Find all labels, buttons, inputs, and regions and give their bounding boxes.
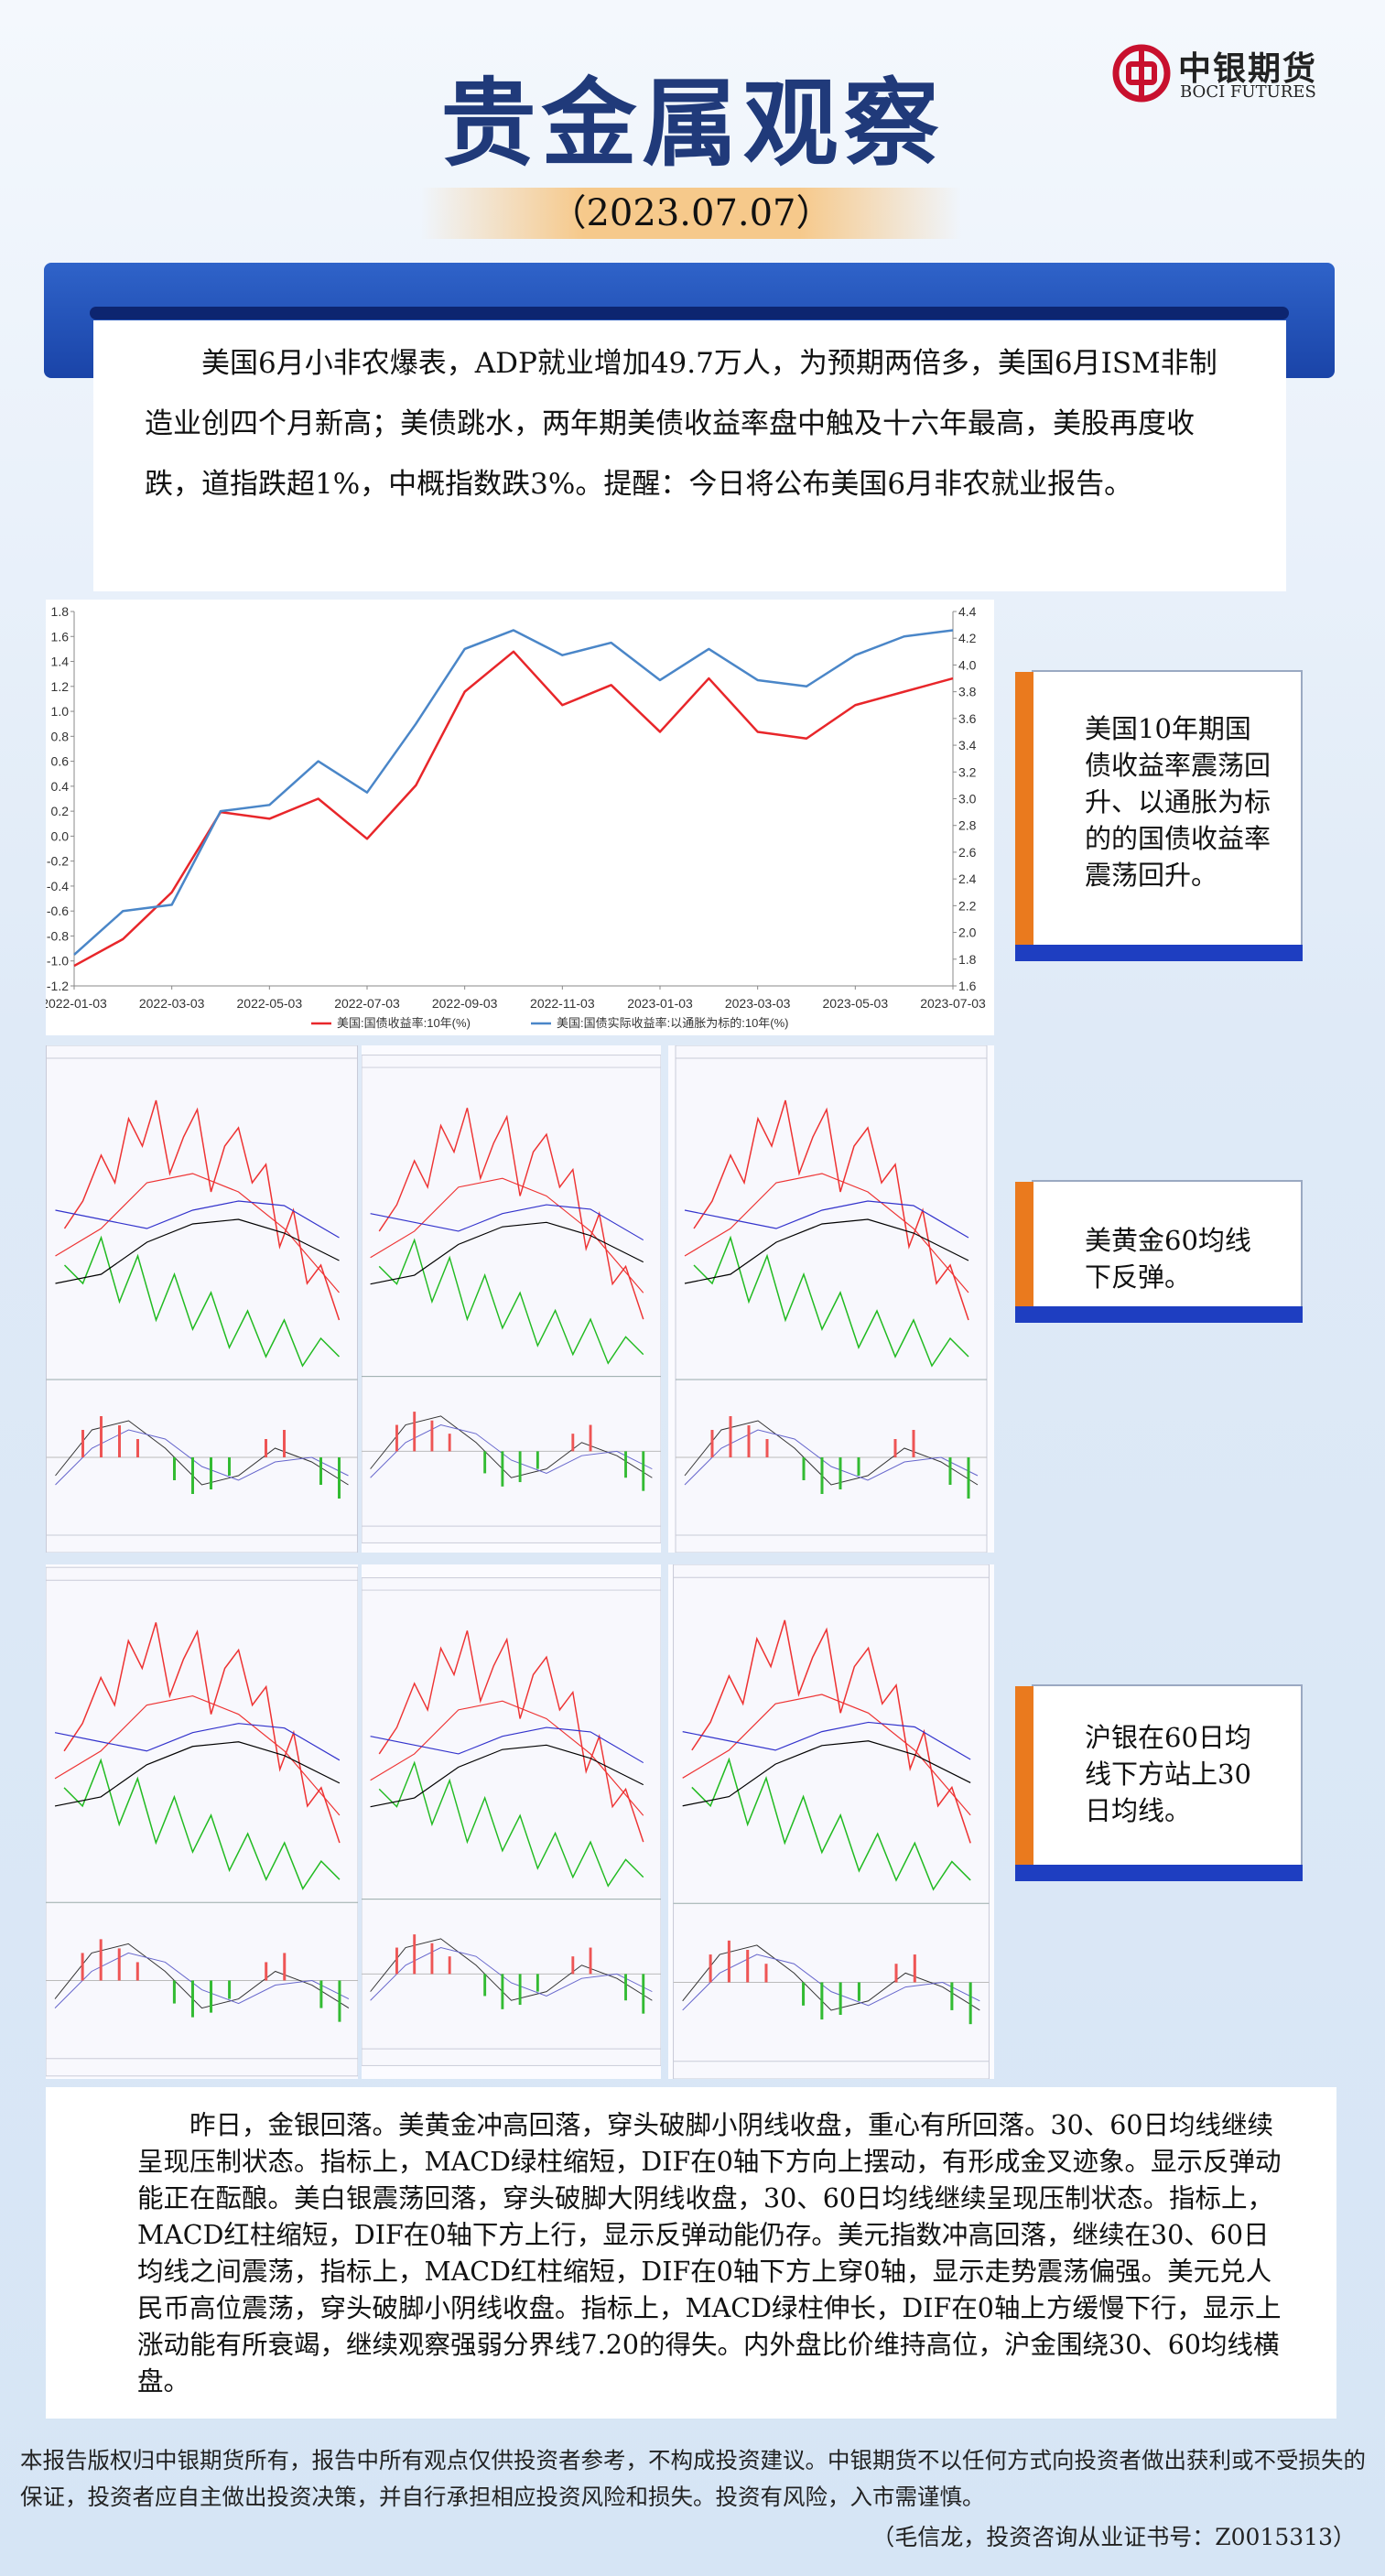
yield-chart: -1.2 -1.0 -0.8 -0.6 -0.4 -0.2 0.0 0.2 0.4 0.6 0.8 1… — [46, 600, 994, 1035]
x-tick-label: 2022-01-03 — [46, 996, 107, 1011]
y2-tick-label: 3.6 — [958, 711, 977, 726]
y2-tick-label: 2.2 — [958, 898, 977, 913]
x-tick-label: 2022-09-03 — [432, 996, 498, 1011]
y2-tick-label: 1.8 — [958, 952, 977, 967]
y-tick-label: -0.2 — [47, 854, 69, 869]
series-line — [73, 650, 954, 968]
y2-tick-label: 2.6 — [958, 845, 977, 860]
y2-tick-label: 2.8 — [958, 818, 977, 833]
logo-en: BOCI FUTURES — [1180, 82, 1316, 102]
callout: 美黄金60均线下反弹。 — [1015, 1180, 1303, 1323]
callout-text: 美国10年期国债收益率震荡回升、以通胀为标的的国债收益率震荡回升。 — [1085, 713, 1271, 891]
callout-text: 美黄金60均线下反弹。 — [1085, 1225, 1251, 1293]
price-panel — [362, 1045, 661, 1553]
x-tick-label: 2022-07-03 — [334, 996, 400, 1011]
callout: 美国10年期国债收益率震荡回升、以通胀为标的的国债收益率震荡回升。 — [1015, 670, 1303, 961]
x-tick-label: 2023-01-03 — [627, 996, 693, 1011]
legend-label: 美国:国债实际收益率:以通胀为标的:10年(%) — [557, 1016, 789, 1030]
price-panel — [668, 1045, 994, 1553]
price-panel — [46, 1564, 358, 2079]
y2-tick-label: 3.8 — [958, 685, 977, 699]
y-tick-label: -1.0 — [47, 954, 69, 969]
y-tick-label: -0.6 — [47, 904, 69, 918]
x-tick-label: 2022-05-03 — [237, 996, 303, 1011]
x-tick-label: 2023-03-03 — [725, 996, 791, 1011]
y-tick-label: 0.2 — [51, 804, 70, 818]
y-tick-label: 1.8 — [51, 604, 70, 619]
y-tick-label: 1.0 — [51, 704, 70, 719]
y2-tick-label: 1.6 — [958, 979, 977, 993]
y2-tick-label: 4.0 — [958, 657, 977, 672]
y2-tick-label: 3.2 — [958, 764, 977, 779]
price-panel — [668, 1564, 994, 2079]
analysis: 昨日，金银回落。美黄金冲高回落，穿头破脚小阴线收盘，重心有所回落。30、60日均… — [46, 2087, 1336, 2419]
y-tick-label: 0.4 — [51, 779, 70, 794]
y2-tick-label: 3.4 — [958, 738, 977, 752]
y2-tick-label: 4.4 — [958, 604, 977, 619]
x-tick-label: 2022-03-03 — [139, 996, 205, 1011]
y2-tick-label: 4.2 — [958, 631, 977, 645]
disclaimer: 本报告版权归中银期货所有，报告中所有观点仅供投资者参考，不构成投资建议。中银期货… — [20, 2447, 1366, 2510]
y-tick-label: -0.4 — [47, 879, 69, 893]
y-tick-label: 0.8 — [51, 729, 70, 743]
series-line — [73, 629, 954, 956]
author: （毛信龙，投资咨询从业证书号：Z0015313） — [871, 2524, 1356, 2550]
callout-text: 沪银在60日均线下方站上30日均线。 — [1085, 1722, 1251, 1826]
date: （2023.07.07） — [421, 188, 961, 239]
logo-cn: 中银期货 — [1178, 50, 1318, 88]
legend-label: 美国:国债收益率:10年(%) — [337, 1016, 471, 1030]
price-panel — [362, 1564, 661, 2079]
title: 贵金属观察 — [440, 68, 945, 179]
callout: 沪银在60日均线下方站上30日均线。 — [1015, 1684, 1303, 1881]
x-tick-label: 2022-11-03 — [530, 996, 595, 1011]
y2-tick-label: 3.0 — [958, 792, 977, 806]
y-tick-label: 1.4 — [51, 655, 70, 669]
logo: 中银期货 BOCI FUTURES — [1112, 38, 1350, 112]
y-tick-label: 0.6 — [51, 754, 70, 769]
y-tick-label: 0.0 — [51, 828, 70, 843]
summary: 美国6月小非农爆表，ADP就业增加49.7万人，为预期两倍多，美国6月ISM非制… — [93, 320, 1286, 591]
x-tick-label: 2023-05-03 — [823, 996, 889, 1011]
y2-tick-label: 2.0 — [958, 925, 977, 940]
y2-tick-label: 2.4 — [958, 871, 977, 886]
price-panel — [46, 1045, 358, 1553]
logo-mark — [1112, 44, 1171, 103]
y-tick-label: 1.2 — [51, 679, 70, 694]
y-tick-label: -1.2 — [47, 979, 69, 993]
y-tick-label: -0.8 — [47, 928, 69, 943]
y-tick-label: 1.6 — [51, 629, 70, 644]
x-tick-label: 2023-07-03 — [920, 996, 986, 1011]
